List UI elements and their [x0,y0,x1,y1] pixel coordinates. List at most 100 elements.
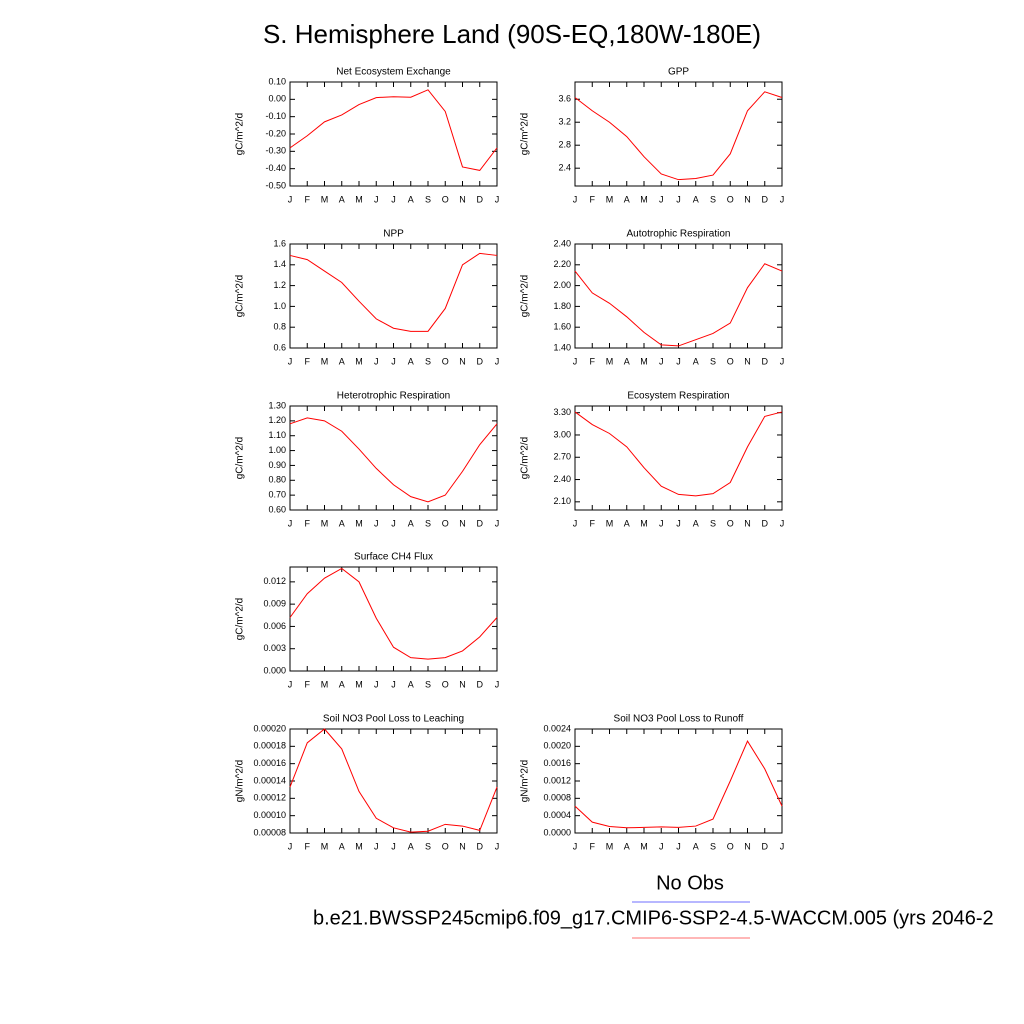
x-tick-label: J [780,356,785,366]
x-tick-label: N [459,356,466,366]
y-axis-label: gC/m^2/d [235,113,246,156]
y-tick-label: 0.00016 [253,758,286,768]
x-tick-label: J [495,841,500,851]
x-tick-label: S [425,356,431,366]
x-tick-label: M [321,194,329,204]
x-tick-label: M [640,356,648,366]
x-tick-label: A [624,356,630,366]
y-tick-label: 3.6 [558,94,571,104]
x-tick-label: S [425,679,431,689]
x-tick-label: O [442,679,449,689]
x-tick-label: D [477,356,484,366]
x-tick-label: O [727,194,734,204]
plot-frame [289,566,498,672]
x-tick-label: F [305,356,311,366]
y-tick-label: 0.10 [268,76,286,86]
x-tick-label: N [744,356,751,366]
y-tick-label: 2.00 [553,280,571,290]
x-tick-label: N [459,194,466,204]
x-tick-label: M [606,518,614,528]
y-tick-label: 0.003 [263,643,286,653]
x-tick-label: M [321,679,329,689]
x-tick-label: M [355,356,363,366]
y-tick-label: 1.30 [268,400,286,410]
y-tick-label: 1.60 [553,322,571,332]
y-tick-label: 0.00 [268,94,286,104]
x-tick-label: J [573,356,578,366]
x-tick-label: N [744,841,751,851]
x-tick-label: J [288,679,293,689]
y-axis-label: gC/m^2/d [235,598,246,641]
x-tick-label: A [408,841,414,851]
y-tick-label: 0.6 [273,342,286,352]
y-tick-label: 3.30 [553,407,571,417]
data-line [574,263,783,347]
y-tick-label: 1.2 [273,280,286,290]
x-tick-label: A [339,194,345,204]
x-tick-label: M [640,518,648,528]
x-tick-label: J [288,194,293,204]
x-tick-label: J [288,356,293,366]
y-tick-label: 0.006 [263,621,286,631]
y-tick-label: 0.0008 [543,793,571,803]
plot-frame [289,243,498,349]
y-tick-label: 0.000 [263,665,286,675]
x-tick-label: A [624,194,630,204]
y-tick-label: 1.20 [268,415,286,425]
x-tick-label: O [442,841,449,851]
data-line [289,89,498,171]
x-tick-label: O [442,518,449,528]
x-tick-label: J [374,356,379,366]
x-tick-label: M [321,518,329,528]
x-tick-label: O [442,194,449,204]
plot-frame [289,405,498,511]
x-tick-label: A [693,356,699,366]
y-tick-label: 2.40 [553,474,571,484]
x-tick-label: D [477,841,484,851]
x-tick-label: S [710,194,716,204]
y-tick-label: 0.90 [268,460,286,470]
y-tick-label: 0.00014 [253,775,286,785]
x-tick-label: S [710,518,716,528]
y-axis-label: gC/m^2/d [520,437,531,480]
x-tick-label: O [442,356,449,366]
x-tick-label: A [624,518,630,528]
y-tick-label: 1.6 [273,238,286,248]
x-tick-label: J [374,679,379,689]
y-tick-label: 2.40 [553,238,571,248]
x-tick-label: J [573,194,578,204]
panel-title: Autotrophic Respiration [627,229,731,240]
x-tick-label: A [339,679,345,689]
x-tick-label: A [693,518,699,528]
y-axis-label: gC/m^2/d [520,275,531,318]
x-tick-label: J [374,841,379,851]
x-tick-label: J [391,194,396,204]
x-tick-label: D [762,518,769,528]
y-tick-label: 1.0 [273,301,286,311]
y-tick-label: 0.8 [273,322,286,332]
x-tick-label: J [391,679,396,689]
y-tick-label: 0.0016 [543,758,571,768]
y-tick-label: 0.00008 [253,827,286,837]
x-tick-label: A [624,841,630,851]
x-tick-label: O [727,356,734,366]
panel-title: Heterotrophic Respiration [337,391,450,402]
x-tick-label: A [339,841,345,851]
x-tick-label: J [374,518,379,528]
panel-title: Ecosystem Respiration [627,391,729,402]
x-tick-label: J [495,194,500,204]
y-axis-label: gN/m^2/d [235,760,246,803]
y-tick-label: 2.70 [553,452,571,462]
figure-title: S. Hemisphere Land (90S-EQ,180W-180E) [263,19,761,49]
y-tick-label: -0.20 [265,128,286,138]
y-tick-label: 0.012 [263,576,286,586]
y-tick-label: 1.00 [268,445,286,455]
x-tick-label: M [355,679,363,689]
y-tick-label: 0.0024 [543,723,571,733]
x-tick-label: J [676,841,681,851]
x-tick-label: F [305,841,311,851]
x-tick-label: A [693,841,699,851]
x-tick-label: J [676,356,681,366]
data-line [574,91,783,181]
x-tick-label: J [676,518,681,528]
